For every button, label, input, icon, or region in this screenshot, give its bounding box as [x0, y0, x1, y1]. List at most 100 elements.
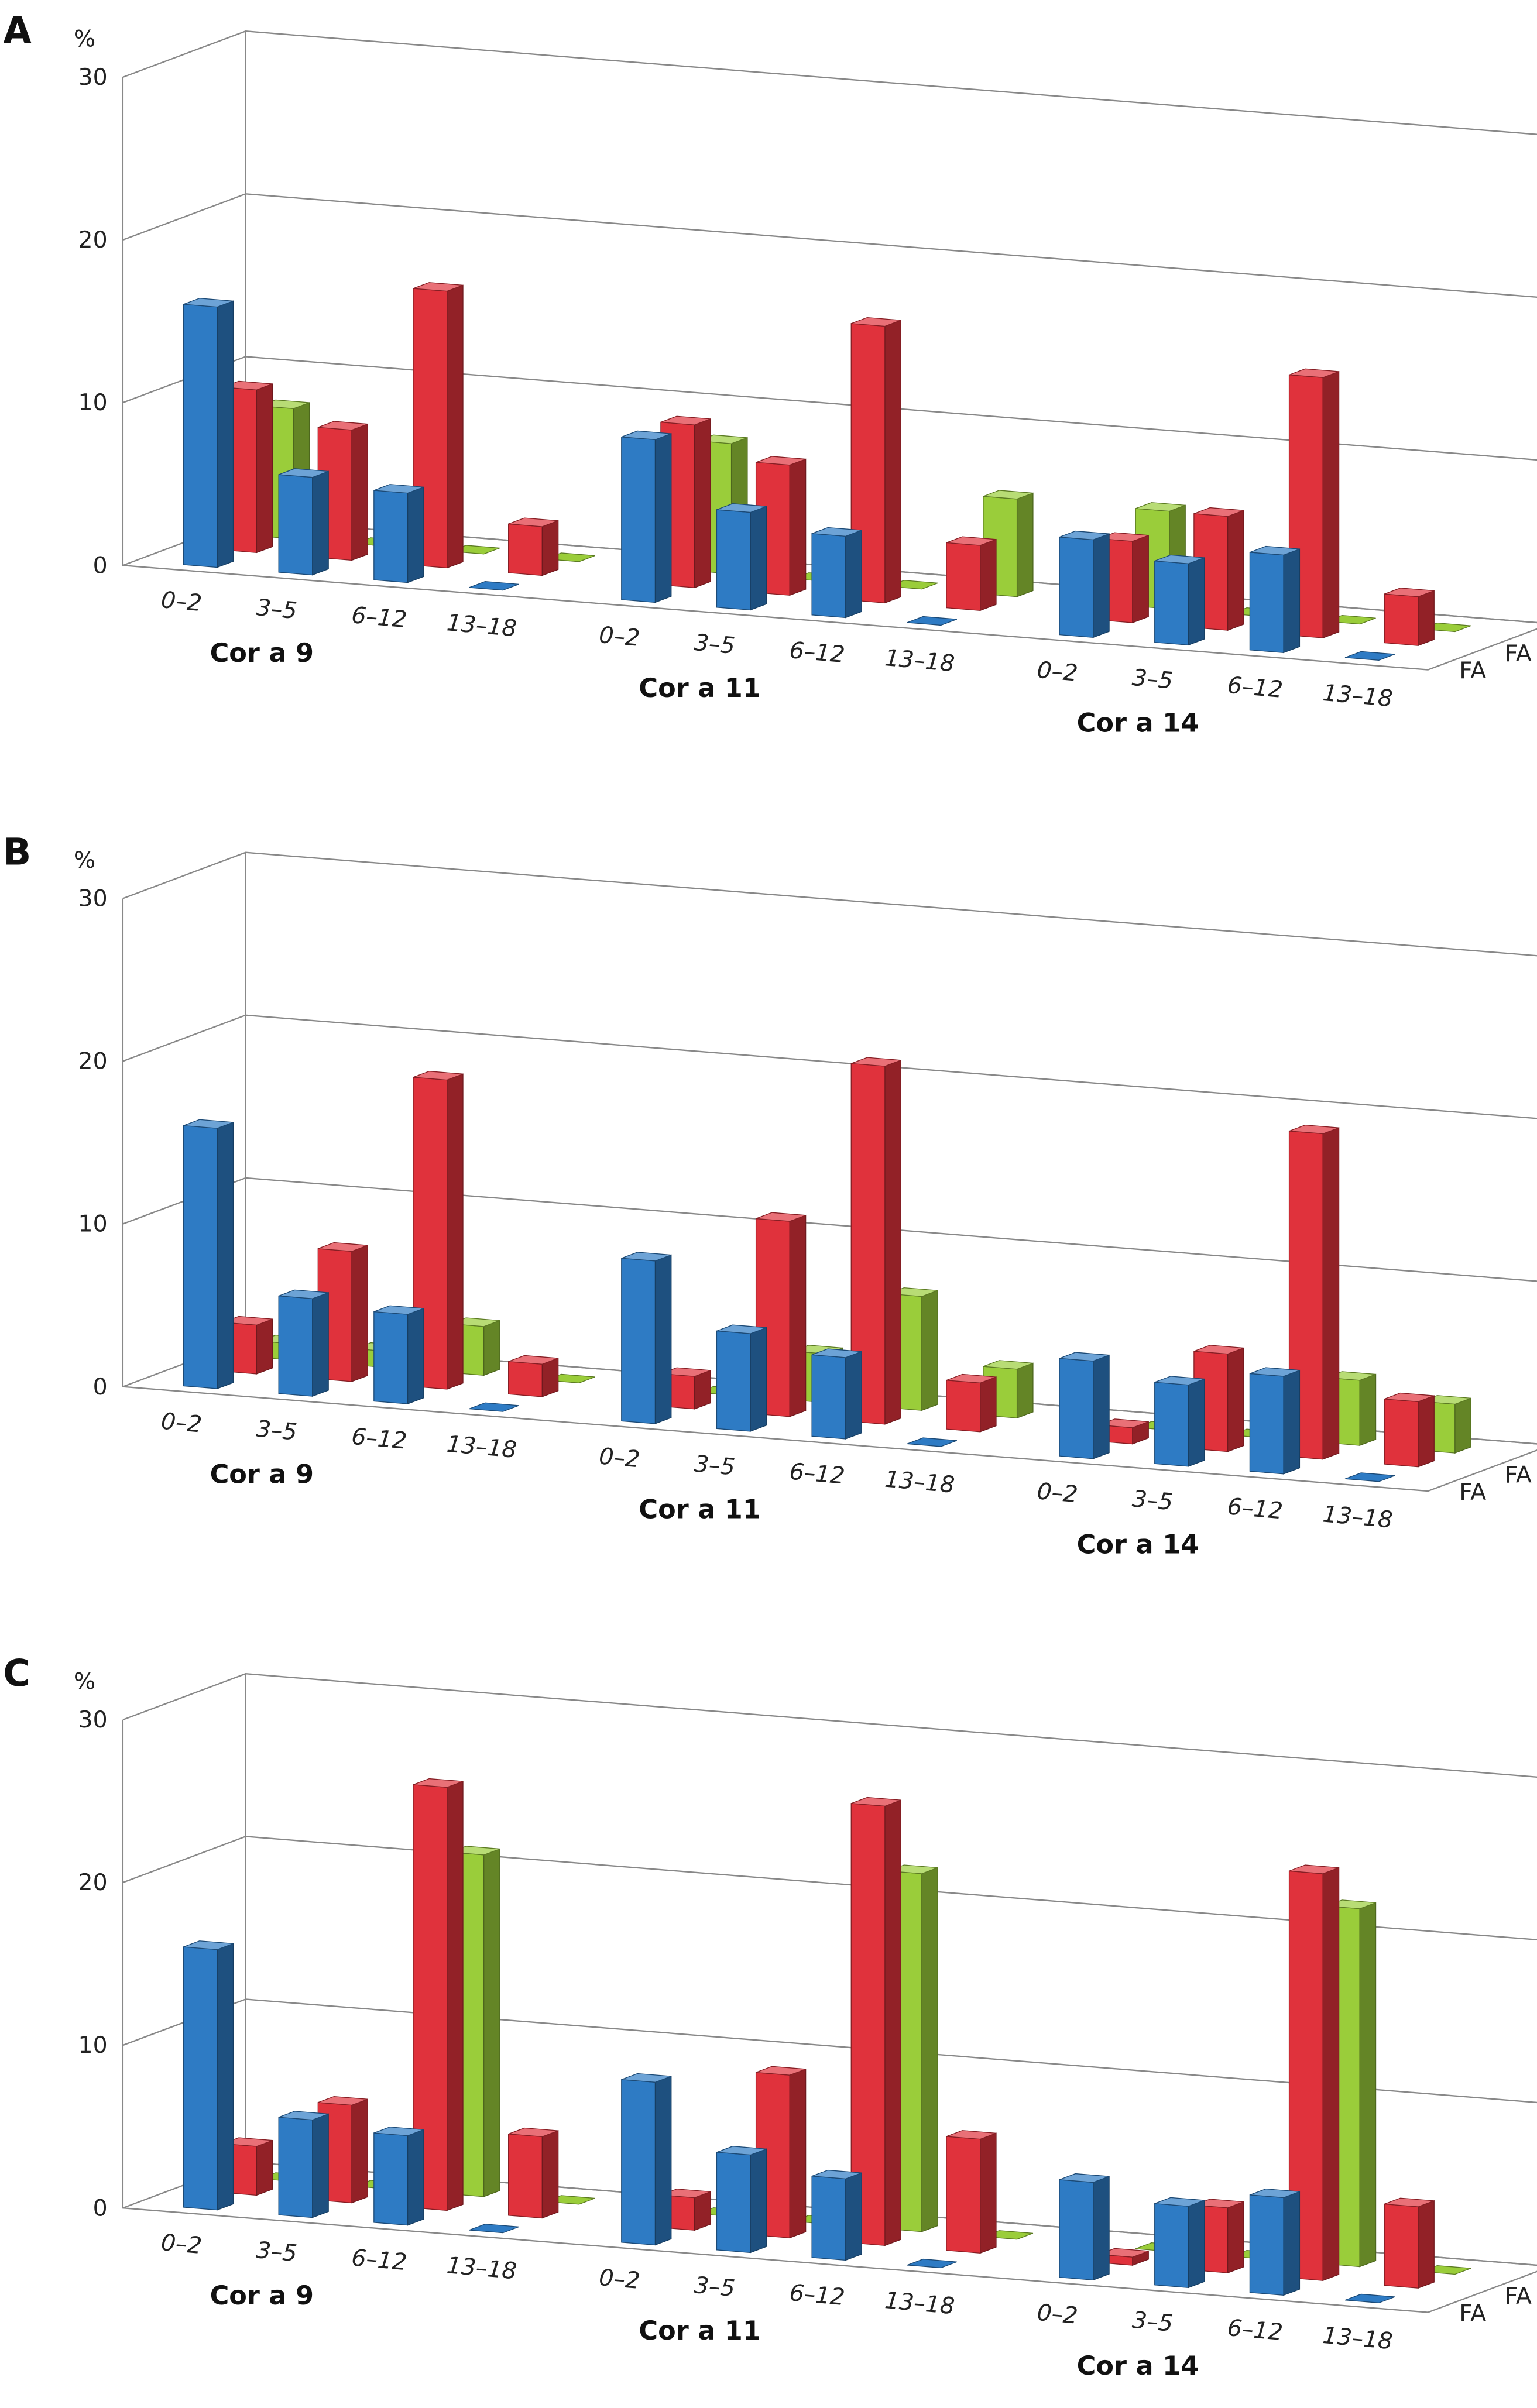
bar-top-face	[811, 2169, 862, 2180]
bar-front-face	[716, 2152, 751, 2254]
bar	[413, 1778, 464, 2211]
bar-side-face	[407, 486, 424, 583]
bar-side-face	[980, 538, 997, 612]
bar-side-face	[217, 1121, 234, 1389]
bar-side-face	[1227, 510, 1244, 631]
bar-front-face	[183, 304, 218, 568]
x-tick-label: 0–2	[1036, 657, 1079, 687]
bar	[508, 1355, 559, 1397]
y-axis-label: %	[74, 1668, 95, 1695]
bar-side-face	[654, 2076, 672, 2246]
bar-front-face	[1384, 1399, 1419, 1468]
bar-top-face	[716, 1324, 767, 1334]
x-tick-label: 13–18	[445, 1431, 517, 1464]
bar	[850, 1796, 901, 2246]
bar	[1344, 1472, 1395, 1482]
bar	[621, 1252, 672, 1424]
bar-front-face	[811, 2176, 846, 2261]
bar-top-face	[318, 2096, 368, 2106]
bar-front-face	[278, 2117, 313, 2218]
bar-side-face	[884, 320, 901, 604]
bar	[621, 430, 672, 603]
bar	[469, 2224, 519, 2234]
bar-top-face	[851, 1796, 901, 1807]
bar-top-face	[1154, 2197, 1205, 2207]
bar	[1059, 530, 1110, 638]
bar-side-face	[1093, 1354, 1110, 1459]
bar-side-face	[351, 423, 368, 561]
bar-side-face	[1454, 1397, 1471, 1454]
bar	[1384, 2197, 1435, 2289]
bar	[373, 484, 424, 583]
bar-front-face	[183, 1125, 218, 1389]
bar	[1193, 1345, 1244, 1452]
x-tick-label: 6–12	[1226, 2314, 1284, 2346]
bar-top-face	[278, 1289, 329, 1299]
bar-front-face	[716, 1330, 751, 1432]
bar-side-face	[447, 1073, 464, 1390]
bar-side-face	[1359, 1902, 1377, 2268]
bar	[1059, 1352, 1110, 1459]
bar-side-face	[694, 418, 711, 589]
series-label: FA	[1459, 657, 1486, 684]
bar	[373, 2127, 424, 2226]
bar	[755, 1212, 807, 1417]
bar-front-face	[1249, 1373, 1284, 1475]
bar-top-face	[183, 298, 234, 308]
bar	[1344, 2293, 1395, 2303]
bar-top-face	[1289, 368, 1339, 378]
bar-front-face	[811, 1354, 846, 1440]
bar	[1154, 1376, 1205, 1467]
bar-top-face	[621, 2073, 672, 2083]
bar	[946, 536, 997, 612]
bar-top-face	[851, 317, 901, 327]
bar	[850, 1057, 901, 1425]
bar-side-face	[654, 433, 672, 603]
bar-side-face	[750, 2148, 767, 2254]
bar	[907, 616, 958, 626]
bar-front-face	[1384, 2203, 1419, 2289]
bar-side-face	[483, 1320, 500, 1376]
bar-side-face	[845, 1351, 862, 1440]
bar-top-face	[278, 468, 329, 478]
bar-side-face	[1418, 1395, 1435, 1468]
bar	[946, 1373, 997, 1433]
bar-front-face	[1154, 560, 1189, 645]
series-label: FA + AD	[1505, 640, 1537, 667]
bar-side-face	[447, 1781, 464, 2211]
x-tick-label: 6–12	[1226, 1493, 1284, 1524]
y-tick-label: 0	[93, 552, 108, 579]
bar-top-face	[1344, 2293, 1395, 2303]
bar	[907, 1437, 958, 1447]
bar-top-face	[756, 2066, 806, 2076]
series-label: FA + AA	[1505, 2283, 1537, 2310]
y-tick-label: 10	[78, 389, 108, 416]
bar-top-face	[716, 503, 767, 513]
bar	[811, 527, 862, 619]
y-tick-label: 20	[78, 1869, 108, 1896]
bar-front-face	[1059, 537, 1094, 638]
x-tick-label: 13–18	[884, 644, 956, 677]
bar-top-face	[413, 282, 464, 292]
bar-front-face	[508, 2134, 543, 2219]
bar	[508, 2127, 559, 2219]
bar-front-face	[811, 533, 846, 619]
group-label: Cor a 9	[210, 638, 314, 668]
bar-side-face	[789, 1214, 807, 1417]
bar-side-face	[1418, 2200, 1435, 2289]
bar-side-face	[921, 1867, 938, 2232]
series-label: FA	[1459, 2300, 1486, 2327]
bar-side-face	[312, 470, 329, 576]
bar-top-face	[508, 517, 558, 527]
bar-top-face	[373, 2127, 424, 2136]
bar-side-face	[845, 530, 862, 619]
y-axis-label: %	[74, 847, 95, 874]
bar-top-face	[946, 1373, 997, 1384]
group-label: Cor a 11	[639, 1494, 760, 1524]
panel-letter: A	[3, 9, 32, 52]
bar-front-face	[373, 1311, 409, 1404]
group-label: Cor a 9	[210, 1459, 314, 1490]
x-tick-label: 3–5	[1131, 2307, 1174, 2337]
bar	[1249, 2188, 1301, 2296]
